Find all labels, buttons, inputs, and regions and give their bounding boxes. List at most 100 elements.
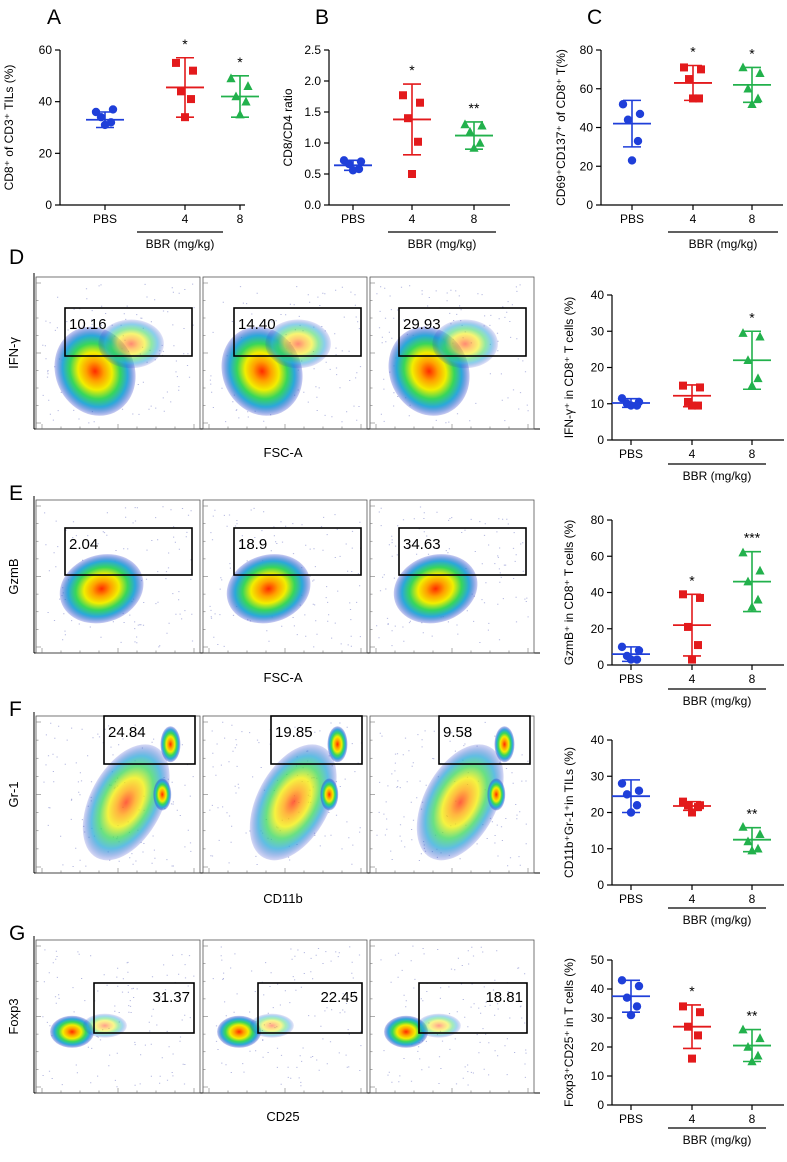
y-tick-label-E: 40 [591,586,605,600]
y-tick-label-G: 40 [591,982,605,996]
x-tick-label-F: 4 [689,892,696,906]
data-point-G [634,981,644,991]
flow-gate-value-G: 18.81 [485,989,523,1006]
x-tick-label-E: PBS [619,672,643,686]
data-point-B [465,126,475,136]
group-label-C: BBR (mg/kg) [689,237,758,251]
x-tick-label-C: 4 [690,212,697,226]
flow-gate-value-E: 18.9 [238,536,267,553]
flow-gate-value-F: 24.84 [108,724,146,741]
y-tick-label-E: 20 [591,622,605,636]
y-tick-label-B: 2.0 [304,74,321,88]
data-point-F [688,808,696,817]
flow-contour-core-F [327,726,348,763]
data-point-D [626,401,636,410]
y-tick-label-F: 10 [591,842,605,856]
significance-mark-D: * [749,309,755,325]
data-point-G [622,993,632,1002]
x-tick-label-D: 4 [689,447,696,461]
flow-x-label-G: CD25 [266,1109,299,1124]
flow-contour-E [226,554,311,624]
y-tick-label-B: 0.0 [304,198,321,212]
data-point-G [684,1022,692,1031]
panel-letter-C: C [587,6,602,29]
y-tick-label-D: 10 [591,397,605,411]
y-tick-label-G: 50 [591,953,605,967]
data-point-D [755,331,765,341]
y-tick-label-C: 80 [580,43,594,57]
data-point-C [633,136,643,146]
data-point-D [753,373,763,383]
y-axis-label-E: GzmB⁺ in CD8⁺ T cells (%) [562,520,576,666]
data-point-D [679,381,687,390]
data-point-A [100,120,110,130]
data-point-G [753,1050,763,1060]
y-tick-label-E: 60 [591,549,605,563]
flow-contour-G [82,1013,127,1038]
data-point-F [679,797,687,806]
x-tick-label-E: 4 [689,672,696,686]
data-point-A [243,81,253,90]
x-tick-label-C: PBS [620,212,644,226]
flow-contour-D [432,319,498,369]
data-point-C [618,100,628,109]
data-point-C [753,93,763,103]
flow-contour-G [249,1013,294,1038]
flow-contour-core-F [153,778,172,811]
flow-contour-core-F [160,726,181,763]
flow-gate-G [418,982,528,1034]
flow-contour-G [384,1015,429,1048]
data-point-A [231,91,241,101]
data-point-F [622,790,632,799]
data-point-C [689,94,697,103]
significance-mark-A: * [237,54,243,70]
panel-letter-A: A [47,6,61,29]
data-point-D [694,401,702,410]
x-tick-label-G: 4 [689,1112,696,1126]
y-tick-label-F: 30 [591,769,605,783]
data-point-B [414,137,422,146]
flow-events-E [44,506,194,648]
y-tick-label-D: 0 [597,433,604,447]
panel-letter-B: B [315,6,329,29]
significance-mark-F: ** [747,806,758,822]
significance-mark-B: ** [469,100,480,116]
group-label-B: BBR (mg/kg) [408,237,477,251]
data-point-G [694,1031,702,1040]
data-point-F [626,808,636,817]
data-point-B [348,166,358,175]
y-tick-label-A: 40 [39,95,53,109]
flow-contour-E [393,554,478,624]
data-point-E [743,576,753,586]
data-point-E [684,622,692,631]
data-point-F [743,836,753,846]
flow-gate-F [438,715,531,765]
flow-gate-value-E: 2.04 [69,536,98,553]
data-point-C [635,109,645,119]
y-tick-label-E: 80 [591,513,605,527]
data-point-D [738,328,748,337]
data-point-B [475,138,485,147]
data-point-B [416,98,424,107]
x-tick-label-A: 8 [237,212,244,226]
significance-mark-E: * [689,572,695,588]
flow-events-G [380,945,527,1086]
data-point-B [344,159,354,169]
flow-x-label-E: FSC-A [264,670,303,685]
flow-contour-core-F [320,778,339,811]
significance-mark-B: * [409,62,415,78]
y-tick-label-B: 2.5 [304,43,321,57]
data-point-A [226,73,236,83]
data-point-A [189,66,197,75]
flow-y-label-D: IFN-γ [6,337,21,369]
y-tick-label-A: 0 [45,198,52,212]
x-tick-label-F: 8 [749,892,756,906]
flow-contour-F [249,744,337,861]
data-point-F [753,843,763,853]
data-point-E [755,565,765,575]
x-tick-label-D: PBS [619,447,643,461]
data-point-A [235,109,245,119]
flow-contour-core-F [487,778,506,811]
panel-letter-G: G [9,922,25,945]
y-axis-label-A: CD8⁺ of CD3⁺ TILs (%) [2,65,16,191]
